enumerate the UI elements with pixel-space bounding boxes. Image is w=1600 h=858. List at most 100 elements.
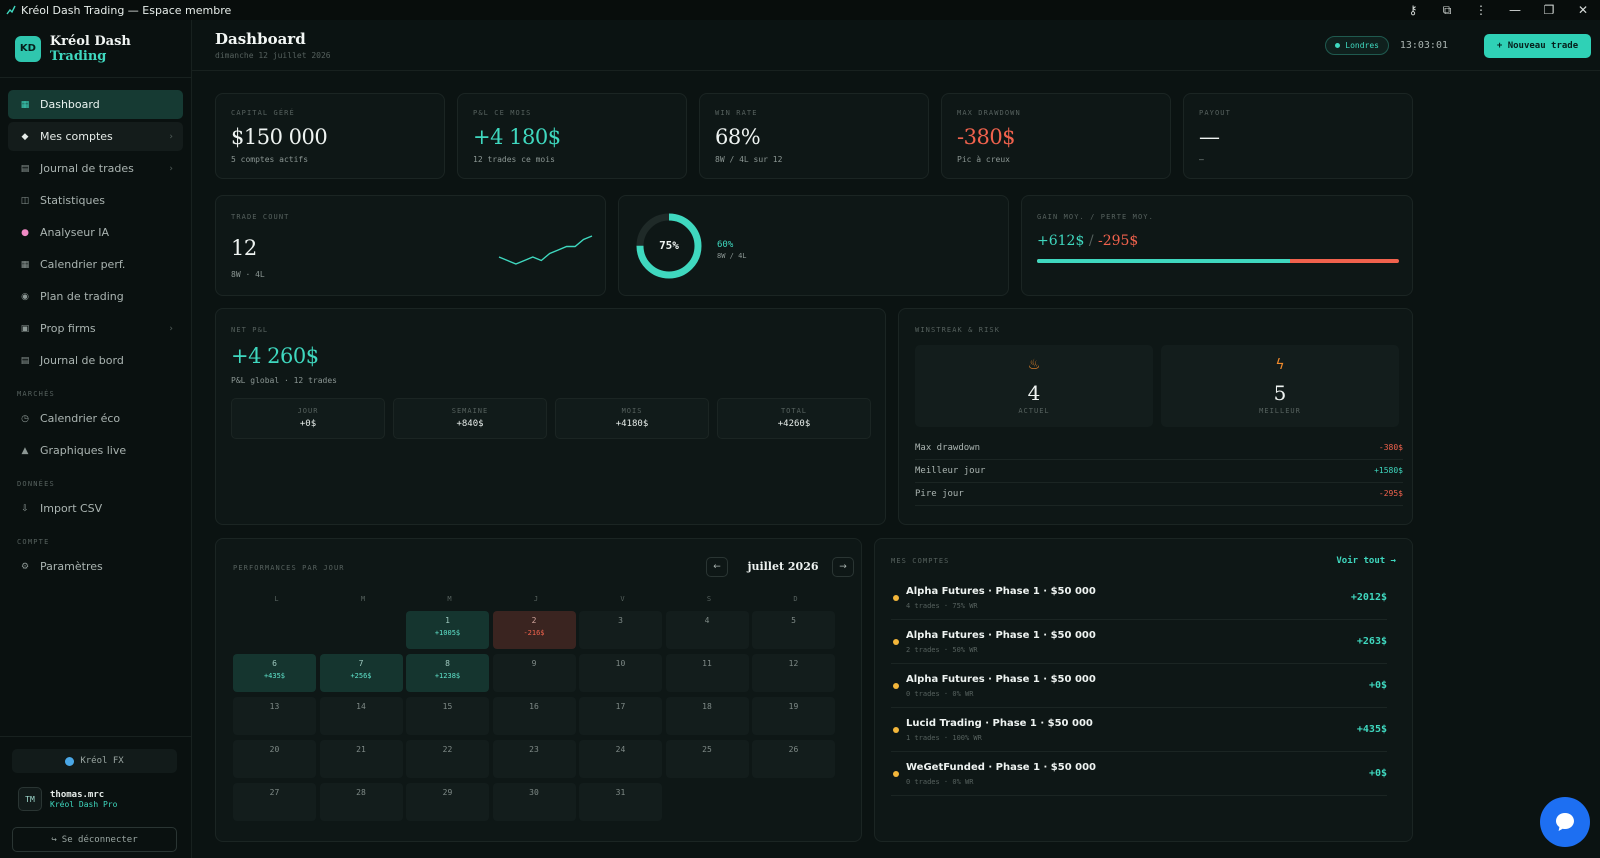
logout-button[interactable]: ↪ Se déconnecter: [12, 827, 177, 852]
restore-icon[interactable]: ❐: [1543, 3, 1555, 17]
calendar-day[interactable]: 19: [752, 697, 835, 735]
calendar-day-number: 7: [358, 659, 364, 668]
calendar-day[interactable]: 10: [579, 654, 662, 692]
account-row[interactable]: WeGetFunded · Phase 1 · $50 000 0 trades …: [891, 752, 1387, 796]
risk-row-best-day: Meilleur jour +1580$: [915, 460, 1403, 483]
calendar-day[interactable]: 28: [319, 783, 403, 821]
key-icon[interactable]: ⚷: [1408, 3, 1418, 17]
region-label: Kréol FX: [80, 756, 124, 766]
calendar-day[interactable]: 1 +1005$: [406, 611, 489, 649]
sidebar-item-label: Import CSV: [40, 502, 103, 515]
brain-icon: ●: [21, 227, 29, 238]
calendar-day[interactable]: 13: [233, 697, 316, 735]
calendar-day[interactable]: 2 -216$: [492, 611, 576, 649]
sidebar-item-parametres[interactable]: ⚙ Paramètres: [8, 552, 183, 581]
sidebar-item-label: Journal de bord: [40, 354, 124, 367]
sidebar-item-prop-firms[interactable]: ▣ Prop firms ›: [8, 314, 183, 343]
calendar-day[interactable]: 11: [665, 654, 749, 692]
minimize-icon[interactable]: —: [1509, 3, 1521, 17]
calendar-day[interactable]: 17: [579, 697, 662, 735]
trade-count-sparkline: [498, 235, 593, 265]
sidebar-item-label: Graphiques live: [40, 444, 127, 457]
calendar-day[interactable]: 4: [665, 611, 749, 649]
brand[interactable]: KD Kréol Dash Trading: [0, 20, 191, 78]
sidebar-item-journal-de-trades[interactable]: ▤ Journal de trades ›: [8, 154, 183, 183]
window-title-text: Kréol Dash Trading — Espace membre: [21, 3, 232, 17]
account-row[interactable]: Lucid Trading · Phase 1 · $50 000 1 trade…: [891, 708, 1387, 752]
calendar-day[interactable]: 8 +1238$: [406, 654, 489, 692]
calendar-day[interactable]: 23: [492, 740, 576, 778]
kpi-sub: Pic à creux: [957, 155, 1010, 164]
calendar-next-button[interactable]: →: [832, 557, 854, 577]
account-row[interactable]: Alpha Futures · Phase 1 · $50 000 4 trade…: [891, 576, 1387, 620]
sidebar-item-journal-de-bord[interactable]: ▤ Journal de bord: [8, 346, 183, 375]
calendar-day[interactable]: 5: [752, 611, 835, 649]
chat-button[interactable]: [1540, 797, 1590, 847]
calendar-day[interactable]: 22: [406, 740, 489, 778]
sidebar-item-import-csv[interactable]: ⇩ Import CSV: [8, 494, 183, 523]
chevron-right-icon: ›: [169, 323, 173, 334]
period-jour: JOUR +0$: [231, 398, 385, 439]
new-trade-button[interactable]: + Nouveau trade: [1484, 34, 1591, 58]
more-menu-icon[interactable]: ⋮: [1475, 3, 1487, 17]
calendar-day[interactable]: 16: [492, 697, 576, 735]
account-name: Alpha Futures · Phase 1 · $50 000: [906, 586, 1096, 597]
account-stats: 1 trades · 100% WR: [906, 734, 982, 742]
see-all-link[interactable]: Voir tout →: [1336, 556, 1396, 566]
settings-icon: ⚙: [20, 561, 30, 572]
calendar-day[interactable]: 30: [492, 783, 576, 821]
building-icon: ▣: [20, 323, 30, 334]
calendar-day-number: 18: [702, 702, 712, 711]
calendar-day[interactable]: 25: [665, 740, 749, 778]
calendar-day-number: 15: [442, 702, 453, 711]
calendar-day[interactable]: 21: [319, 740, 403, 778]
sidebar-item-statistiques[interactable]: ◫ Statistiques: [8, 186, 183, 215]
calendar-day[interactable]: 15: [406, 697, 489, 735]
sidebar-item-label: Journal de trades: [40, 162, 134, 175]
calendar-day[interactable]: 26: [752, 740, 835, 778]
flame-icon: ♨: [1027, 357, 1041, 373]
sidebar-item-calendrier-eco[interactable]: ◷ Calendrier éco: [8, 404, 183, 433]
calendar-day[interactable]: 31: [579, 783, 662, 821]
page-date: dimanche 12 juillet 2026: [215, 51, 331, 60]
net-pnl-card: NET P&L +4 260$ P&L global · 12 trades J…: [215, 308, 886, 525]
calendar-day-number: 11: [702, 659, 712, 668]
account-row[interactable]: Alpha Futures · Phase 1 · $50 000 0 trade…: [891, 664, 1387, 708]
account-pnl: +0$: [1368, 680, 1387, 691]
user-plan: Kréol Dash Pro: [50, 799, 118, 809]
extension-icon[interactable]: ⧉: [1442, 2, 1452, 17]
calendar-day-number: 8: [445, 659, 450, 668]
sidebar-item-label: Mes comptes: [40, 130, 113, 143]
streak-best-label: MEILLEUR: [1259, 407, 1301, 415]
calendar-day[interactable]: 29: [406, 783, 489, 821]
region-selector[interactable]: Kréol FX: [12, 749, 177, 773]
calendar-day[interactable]: 9: [492, 654, 576, 692]
user-profile[interactable]: TM thomas.mrc Kréol Dash Pro: [18, 787, 117, 811]
period-label: SEMAINE: [451, 407, 489, 415]
calendar-day[interactable]: 20: [233, 740, 316, 778]
account-row[interactable]: Alpha Futures · Phase 1 · $50 000 2 trade…: [891, 620, 1387, 664]
sidebar-item-plan-de-trading[interactable]: ◉ Plan de trading: [8, 282, 183, 311]
calendar-day[interactable]: 3: [579, 611, 662, 649]
close-icon[interactable]: ✕: [1577, 3, 1589, 17]
sidebar-item-calendrier-perf[interactable]: ▦ Calendrier perf.: [8, 250, 183, 279]
import-icon: ⇩: [21, 503, 29, 514]
calendar-prev-button[interactable]: ←: [706, 557, 728, 577]
calendar-day[interactable]: 18: [665, 697, 749, 735]
trade-count-label: TRADE COUNT: [231, 213, 290, 221]
calendar-day[interactable]: 27: [233, 783, 316, 821]
chevron-right-icon: ›: [169, 163, 173, 174]
calendar-day[interactable]: 6 +435$: [233, 654, 316, 692]
calendar-day[interactable]: 7 +256$: [319, 654, 403, 692]
kpi-value: $150 000: [231, 125, 328, 149]
sidebar-item-mes-comptes[interactable]: ◆ Mes comptes ›: [8, 122, 183, 151]
sidebar-item-dashboard[interactable]: ▦ Dashboard: [8, 90, 183, 119]
account-name: WeGetFunded · Phase 1 · $50 000: [906, 762, 1097, 773]
calendar-day[interactable]: 14: [319, 697, 403, 735]
calendar-day[interactable]: 24: [579, 740, 662, 778]
calendar-day[interactable]: 12: [752, 654, 835, 692]
sidebar-item-graphiques-live[interactable]: ▲ Graphiques live: [8, 436, 183, 465]
sidebar-item-analyseur-ia[interactable]: ● Analyseur IA: [8, 218, 183, 247]
status-dot-icon: [1335, 43, 1341, 48]
kpi-win-rate: WIN RATE 68% 8W / 4L sur 12: [699, 93, 929, 179]
